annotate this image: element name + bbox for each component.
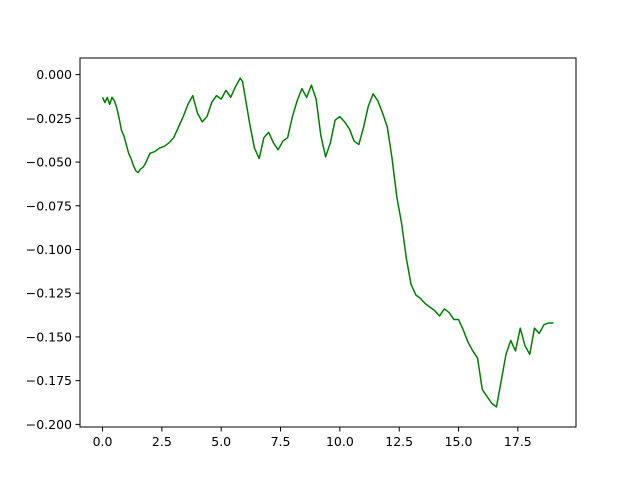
y-tick-label: −0.050 (26, 155, 72, 170)
series-line-0 (101, 77, 554, 408)
x-tick-label: 12.5 (385, 434, 413, 449)
y-tick-label: −0.150 (26, 329, 72, 344)
x-tick-label: 0.0 (93, 434, 113, 449)
y-tick-label: −0.025 (26, 111, 72, 126)
y-tick-label: −0.125 (26, 286, 72, 301)
y-tick-label: −0.175 (26, 373, 72, 388)
x-tick-label: 7.5 (271, 434, 291, 449)
y-axis: 0.000 −0.025 −0.050 −0.075 −0.100 −0.125 −0.15… (26, 67, 80, 432)
series-layer (101, 77, 554, 408)
x-tick-label: 10.0 (326, 434, 354, 449)
x-tick-label: 2.5 (152, 434, 172, 449)
x-axis: 0.0 2.5 5.0 7.5 10.0 12.5 15.0 17.5 (93, 427, 532, 449)
y-tick-label: −0.200 (26, 417, 72, 432)
y-tick-label: −0.075 (26, 198, 72, 213)
plot-area (80, 58, 576, 427)
y-tick-label: 0.000 (36, 67, 72, 82)
y-tick-label: −0.100 (26, 242, 72, 257)
x-tick-label: 5.0 (211, 434, 231, 449)
axes-frame (79, 57, 577, 428)
x-tick-label: 15.0 (445, 434, 473, 449)
x-tick-label: 17.5 (504, 434, 532, 449)
